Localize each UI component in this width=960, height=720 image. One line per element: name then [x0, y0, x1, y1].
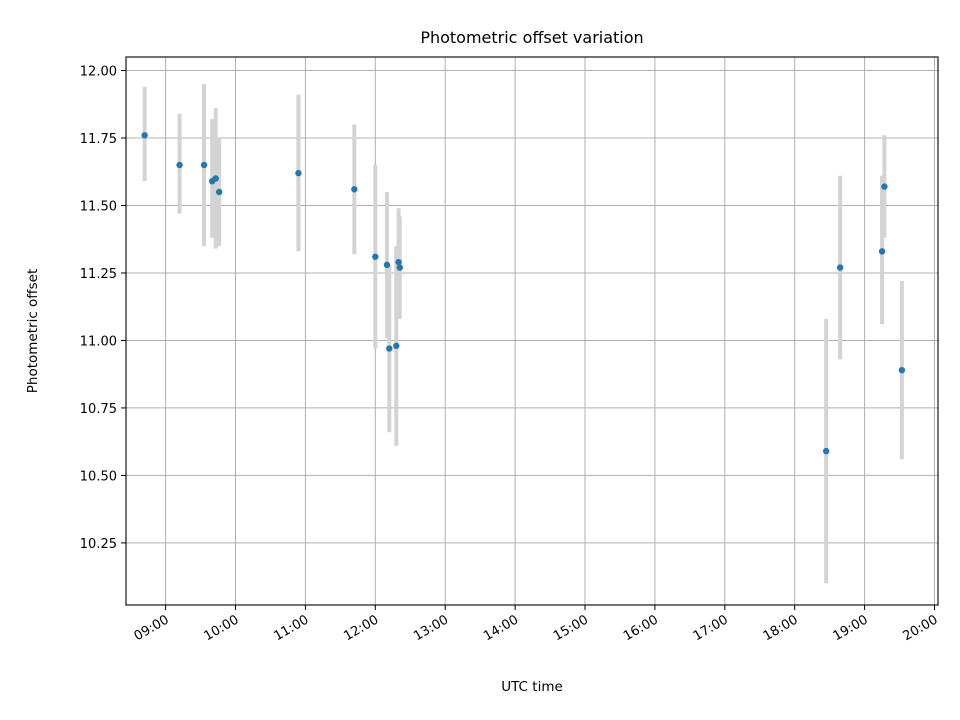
x-tick-label: 18:00 [761, 612, 801, 644]
data-point [176, 161, 183, 169]
y-tick-label: 11.00 [80, 334, 117, 349]
data-point [200, 161, 208, 169]
x-tick-label: 11:00 [271, 612, 311, 644]
error-bars [142, 83, 904, 584]
data-point [386, 345, 393, 352]
data-point [393, 342, 400, 350]
x-tick-label: 17:00 [691, 612, 731, 644]
data-point [881, 183, 888, 190]
data-point [372, 253, 379, 260]
x-tick-label: 12:00 [341, 612, 381, 644]
y-axis-ticks: 10.25 10.50 10.75 11.00 11.25 11.50 11.75 12.00 [80, 64, 126, 552]
chart-title: Photometric offset variation [420, 28, 643, 47]
data-point [295, 169, 302, 177]
data-point [215, 188, 223, 196]
data-point [396, 264, 403, 271]
x-tick-label: 09:00 [132, 612, 172, 644]
data-point [898, 366, 906, 374]
data-point [836, 264, 844, 271]
y-tick-label: 11.50 [80, 199, 117, 214]
data-point [351, 186, 358, 193]
y-tick-label: 12.00 [80, 64, 117, 79]
data-point [822, 447, 830, 455]
data-point [212, 175, 219, 182]
data-points [141, 132, 906, 455]
y-tick-label: 10.50 [80, 469, 117, 484]
data-point [383, 261, 391, 269]
data-point [395, 258, 402, 266]
data-point [878, 248, 886, 255]
x-tick-label: 19:00 [831, 612, 871, 644]
y-axis-label: Photometric offset [25, 269, 41, 393]
x-axis-ticks: 09:00 10:00 11:00 12:00 13:00 14:00 15:00 16:00… [132, 605, 941, 644]
x-tick-label: 13:00 [411, 612, 451, 644]
x-tick-label: 15:00 [551, 612, 591, 644]
plot-frame [125, 56, 939, 606]
grid-lines [126, 57, 938, 605]
x-tick-label: 10:00 [202, 612, 242, 644]
y-tick-label: 10.25 [80, 537, 117, 552]
x-axis-label: UTC time [501, 679, 563, 695]
data-point [141, 132, 148, 139]
x-tick-label: 14:00 [481, 612, 521, 644]
y-tick-label: 11.75 [80, 132, 117, 147]
y-tick-label: 10.75 [80, 402, 117, 417]
x-tick-label: 16:00 [621, 612, 661, 644]
y-tick-label: 11.25 [80, 267, 117, 282]
x-tick-label: 20:00 [901, 612, 941, 644]
